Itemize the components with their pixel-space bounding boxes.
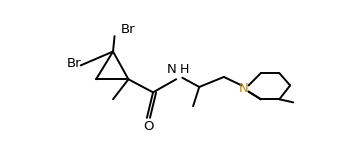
Text: Br: Br: [67, 57, 81, 70]
Text: Br: Br: [121, 24, 135, 36]
Text: N: N: [166, 63, 176, 76]
Text: N: N: [239, 82, 249, 95]
Text: H: H: [180, 63, 189, 76]
Text: O: O: [143, 120, 154, 133]
